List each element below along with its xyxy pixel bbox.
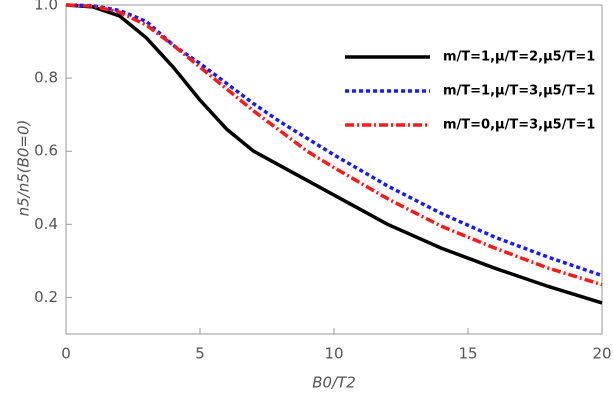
y-tick-label: 0.6	[34, 142, 58, 160]
x-tick-label: 10	[324, 345, 343, 363]
x-tick-label: 20	[592, 345, 611, 363]
y-tick-label: 0.8	[34, 69, 58, 87]
line-series	[65, 3, 603, 287]
x-axis-label: B0/T2	[312, 374, 356, 392]
line-series	[65, 3, 603, 278]
y-tick-label: 0.4	[34, 215, 58, 233]
legend-label: m/T=1,μ/T=3,μ5/T=1	[443, 84, 595, 99]
legend-label: m/T=1,μ/T=2,μ5/T=1	[443, 50, 595, 65]
y-tick-label: 1.0	[34, 0, 58, 14]
y-axis-label: n5/n5(B0=0)	[15, 120, 33, 217]
y-tick-label: 0.2	[34, 288, 58, 306]
x-tick-label: 0	[61, 345, 71, 363]
line-series	[65, 3, 603, 305]
x-tick-label: 15	[458, 345, 477, 363]
x-tick-label: 5	[195, 345, 205, 363]
legend-label: m/T=0,μ/T=3,μ5/T=1	[443, 118, 595, 133]
